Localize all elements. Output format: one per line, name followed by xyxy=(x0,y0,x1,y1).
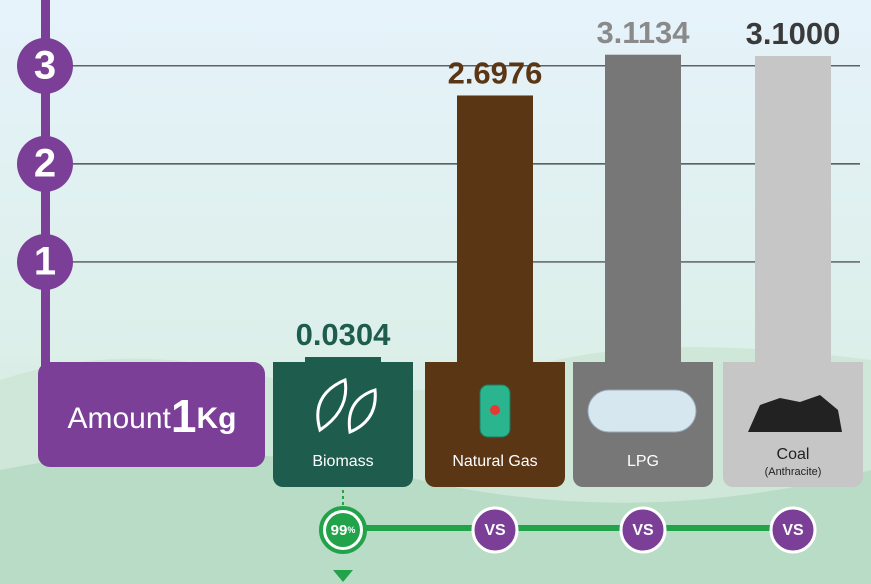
x-tick-label: Biomass xyxy=(312,453,373,470)
vs-label: VS xyxy=(632,522,654,539)
y-tick-label: 3 xyxy=(34,43,56,87)
category-card-top xyxy=(425,362,565,377)
bar xyxy=(755,56,831,366)
amount-number: 1 xyxy=(171,390,197,442)
amount-panel xyxy=(38,362,265,467)
y-tick-label: 2 xyxy=(34,141,56,185)
vs-circle xyxy=(769,506,817,554)
bar xyxy=(457,95,533,365)
tick-circle xyxy=(17,135,73,192)
x-tick-label: LPG xyxy=(627,453,659,470)
badge-text: 99% xyxy=(331,522,356,539)
tick-circle xyxy=(17,233,73,290)
value-label: 3.1000 xyxy=(746,16,841,51)
value-label: 3.1134 xyxy=(596,15,690,50)
amount-label: Amount1Kg xyxy=(68,390,237,442)
y-tick-label: 1 xyxy=(34,240,56,284)
x-tick-sublabel: (Anthracite) xyxy=(765,466,822,478)
vs-circle xyxy=(471,506,519,554)
badge-number: 99 xyxy=(331,522,348,539)
value-label: 2.6976 xyxy=(448,56,543,91)
category-card-top xyxy=(273,362,413,377)
icon-coal xyxy=(748,395,842,432)
badge-inner xyxy=(326,513,360,547)
x-tick-label: Coal xyxy=(777,446,810,463)
tick-circle xyxy=(17,37,73,94)
category-card-top xyxy=(723,362,863,377)
chart: 1 2 3 0.0304 Biomass 2.6976 Natural Gas 3.1134 L… xyxy=(17,15,863,487)
value-label: 0.0304 xyxy=(296,317,392,352)
category-card xyxy=(273,362,413,487)
vs-circle xyxy=(619,506,667,554)
icon-tank xyxy=(587,389,697,433)
bar xyxy=(305,357,381,365)
badge-unit: % xyxy=(347,525,355,535)
bar xyxy=(605,54,681,365)
amount-prefix: Amount xyxy=(68,402,172,435)
icon-flame xyxy=(490,405,500,415)
x-tick-label: Natural Gas xyxy=(452,453,537,470)
vs-label: VS xyxy=(484,522,506,539)
icon-leaf xyxy=(316,377,377,435)
category-card-top xyxy=(573,362,713,377)
arrow xyxy=(333,570,353,582)
vs-label: VS xyxy=(782,522,804,539)
amount-unit: Kg xyxy=(196,402,236,435)
